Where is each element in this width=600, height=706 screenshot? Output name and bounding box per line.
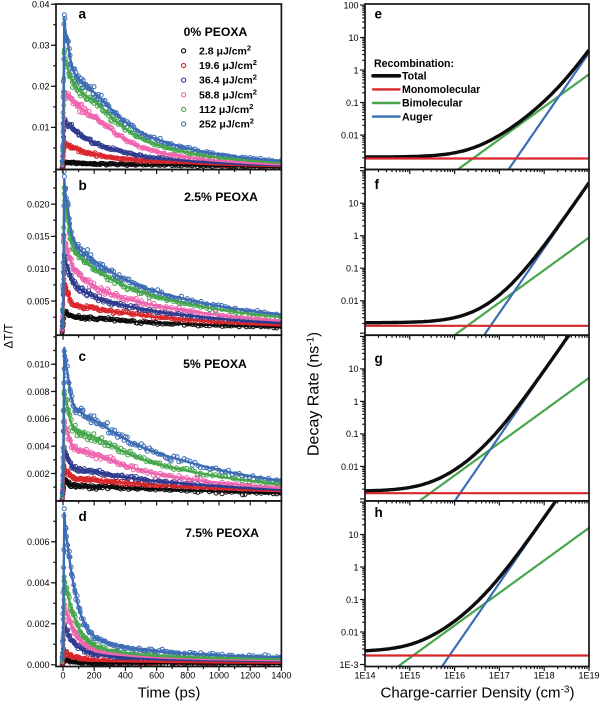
svg-text:0.01: 0.01 xyxy=(341,462,359,472)
svg-text:Recombination:: Recombination: xyxy=(374,58,454,70)
svg-text:1400: 1400 xyxy=(271,671,291,681)
svg-text:0.000: 0.000 xyxy=(27,660,50,670)
svg-text:Auger: Auger xyxy=(402,111,433,123)
svg-text:Time (ps): Time (ps) xyxy=(138,684,201,701)
svg-text:1: 1 xyxy=(353,562,358,572)
svg-text:0.1: 0.1 xyxy=(346,98,359,108)
svg-text:1: 1 xyxy=(353,231,358,241)
svg-text:0% PEOXA: 0% PEOXA xyxy=(184,25,248,39)
svg-text:1: 1 xyxy=(353,65,358,75)
svg-text:10: 10 xyxy=(348,33,358,43)
svg-text:0: 0 xyxy=(60,671,65,681)
svg-text:0.03: 0.03 xyxy=(32,41,50,51)
svg-text:0.1: 0.1 xyxy=(346,429,359,439)
svg-text:0.010: 0.010 xyxy=(27,360,50,370)
svg-text:0.004: 0.004 xyxy=(27,442,50,452)
svg-text:2.8 μJ/cm2: 2.8 μJ/cm2 xyxy=(199,43,251,57)
svg-text:0.02: 0.02 xyxy=(32,82,50,92)
svg-text:7.5% PEOXA: 7.5% PEOXA xyxy=(185,526,259,540)
svg-text:1E15: 1E15 xyxy=(399,671,420,681)
svg-text:1E19: 1E19 xyxy=(578,671,599,681)
svg-text:a: a xyxy=(79,6,87,21)
svg-text:e: e xyxy=(375,6,383,21)
svg-text:0.005: 0.005 xyxy=(27,296,50,306)
svg-text:Charge-carrier Density (cm-3): Charge-carrier Density (cm-3) xyxy=(381,684,575,701)
svg-text:0.010: 0.010 xyxy=(27,264,50,274)
svg-text:1E18: 1E18 xyxy=(534,671,555,681)
svg-text:0.020: 0.020 xyxy=(27,199,50,209)
svg-text:Total: Total xyxy=(402,71,427,83)
svg-text:252 μJ/cm2: 252 μJ/cm2 xyxy=(199,117,254,131)
svg-text:0.1: 0.1 xyxy=(346,595,359,605)
svg-text:1000: 1000 xyxy=(209,671,229,681)
svg-text:1: 1 xyxy=(353,397,358,407)
svg-text:ΔT/T: ΔT/T xyxy=(4,324,16,349)
svg-text:1E-3: 1E-3 xyxy=(339,660,358,670)
svg-text:0.04: 0.04 xyxy=(32,0,50,10)
svg-text:0.002: 0.002 xyxy=(27,469,50,479)
svg-text:600: 600 xyxy=(149,671,164,681)
svg-text:10: 10 xyxy=(348,199,358,209)
svg-text:10: 10 xyxy=(348,530,358,540)
svg-text:19.6 μJ/cm2: 19.6 μJ/cm2 xyxy=(199,58,257,72)
svg-text:b: b xyxy=(79,178,87,193)
svg-text:Bimolecular: Bimolecular xyxy=(402,98,463,110)
svg-text:58.8 μJ/cm2: 58.8 μJ/cm2 xyxy=(199,87,257,101)
svg-text:0.01: 0.01 xyxy=(341,296,359,306)
svg-text:200: 200 xyxy=(87,671,102,681)
svg-text:0.008: 0.008 xyxy=(27,387,50,397)
svg-text:112 μJ/cm2: 112 μJ/cm2 xyxy=(199,102,253,116)
svg-text:g: g xyxy=(375,351,383,366)
svg-text:1E14: 1E14 xyxy=(354,671,375,681)
svg-text:d: d xyxy=(79,509,87,524)
svg-text:h: h xyxy=(375,505,383,520)
svg-text:2.5% PEOXA: 2.5% PEOXA xyxy=(184,190,258,204)
svg-text:c: c xyxy=(79,349,87,364)
svg-text:Decay Rate (ns-1): Decay Rate (ns-1) xyxy=(306,332,323,456)
svg-text:100: 100 xyxy=(343,0,358,10)
svg-text:0.01: 0.01 xyxy=(341,130,359,140)
svg-text:0.01: 0.01 xyxy=(32,123,50,133)
svg-text:1E17: 1E17 xyxy=(489,671,510,681)
svg-text:400: 400 xyxy=(118,671,133,681)
svg-text:1200: 1200 xyxy=(240,671,260,681)
svg-text:1E16: 1E16 xyxy=(444,671,465,681)
svg-text:f: f xyxy=(375,177,380,192)
svg-text:36.4 μJ/cm2: 36.4 μJ/cm2 xyxy=(199,73,257,87)
svg-text:0.015: 0.015 xyxy=(27,232,50,242)
svg-text:0.1: 0.1 xyxy=(346,264,359,274)
svg-text:0.006: 0.006 xyxy=(27,414,50,424)
svg-text:0.004: 0.004 xyxy=(27,578,50,588)
svg-text:800: 800 xyxy=(180,671,195,681)
svg-text:Monomolecular: Monomolecular xyxy=(402,84,480,96)
svg-text:10: 10 xyxy=(348,364,358,374)
svg-text:0.006: 0.006 xyxy=(27,537,50,547)
svg-text:0.002: 0.002 xyxy=(27,619,50,629)
svg-text:0.01: 0.01 xyxy=(341,627,359,637)
svg-text:5% PEOXA: 5% PEOXA xyxy=(183,357,247,371)
